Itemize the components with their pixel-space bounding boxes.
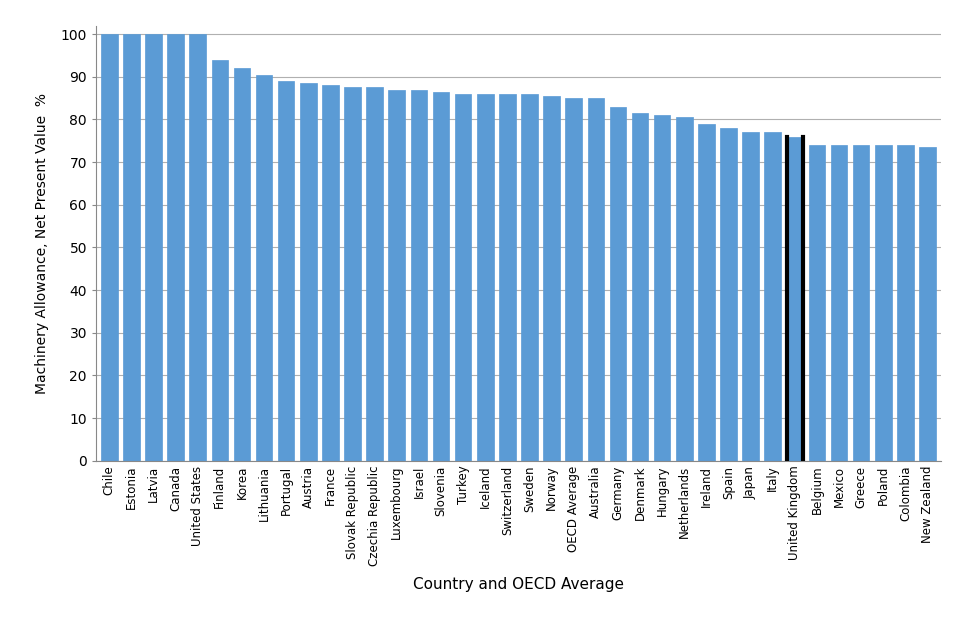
Bar	[123, 34, 139, 461]
Bar	[786, 136, 804, 461]
Bar	[499, 94, 516, 461]
Bar	[345, 88, 361, 461]
Bar	[698, 124, 714, 461]
Bar	[742, 132, 759, 461]
Bar	[255, 75, 273, 461]
Bar	[145, 34, 162, 461]
Bar	[300, 83, 317, 461]
Bar	[189, 34, 206, 461]
Bar	[654, 115, 670, 461]
Bar	[808, 145, 826, 461]
Bar	[433, 92, 449, 461]
Bar	[588, 98, 604, 461]
Bar	[610, 107, 626, 461]
Bar	[411, 90, 427, 461]
Bar	[920, 147, 936, 461]
Bar	[676, 117, 692, 461]
X-axis label: Country and OECD Average: Country and OECD Average	[413, 577, 624, 592]
Bar	[830, 145, 848, 461]
Bar	[852, 145, 870, 461]
Bar	[632, 113, 648, 461]
Bar	[167, 34, 184, 461]
Bar	[277, 81, 295, 461]
Bar	[211, 60, 228, 461]
Bar	[875, 145, 892, 461]
Bar	[367, 88, 383, 461]
Bar	[455, 94, 471, 461]
Bar	[389, 90, 405, 461]
Bar	[477, 94, 493, 461]
Bar	[101, 34, 117, 461]
Bar	[233, 68, 251, 461]
Bar	[543, 96, 560, 461]
Bar	[521, 94, 538, 461]
Bar	[720, 128, 736, 461]
Bar	[898, 145, 914, 461]
Bar	[565, 98, 582, 461]
Bar	[764, 132, 781, 461]
Y-axis label: Machinery Allowance, Net Present Value  %: Machinery Allowance, Net Present Value %	[36, 93, 50, 394]
Bar	[323, 85, 339, 461]
